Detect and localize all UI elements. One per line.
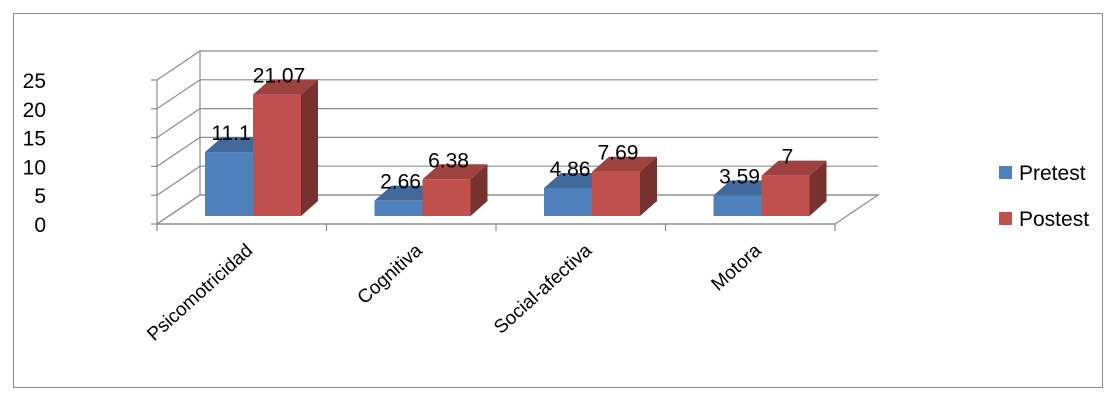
bar-side-face [470, 164, 488, 216]
bar-top-face [761, 160, 827, 176]
bar-side-face [809, 160, 827, 216]
data-labels: 11.1 21.07 2.66 6.38 4.86 7.69 3.59 7 [211, 65, 793, 194]
bar [761, 160, 827, 216]
y-tick-label: 10 [23, 156, 46, 179]
data-label: 4.86 [550, 158, 591, 181]
data-label: 6.38 [428, 149, 469, 172]
x-axis-categories: Psicomotricidad Cognitiva Social-afectiva M… [143, 240, 766, 346]
data-label: 11.1 [211, 122, 250, 145]
x-tick-label: Cognitiva [354, 240, 427, 309]
y-tick-label: 15 [23, 128, 46, 151]
bars [205, 79, 827, 216]
legend-swatch [999, 212, 1012, 225]
bar-front-face [205, 152, 253, 216]
bar-front-face [713, 195, 762, 216]
bar-front-face [544, 188, 592, 216]
bar [253, 79, 318, 216]
bar-top-face [592, 156, 657, 172]
data-label: 21.07 [253, 65, 306, 88]
bar-side-face [640, 156, 657, 216]
bar-front-face [592, 171, 640, 216]
legend-label: Postest [1019, 208, 1089, 231]
bar-side-face [301, 79, 318, 216]
y-tick-label: 20 [23, 99, 46, 122]
x-tick-label: Social-afectiva [490, 240, 596, 339]
y-tick-label: 5 [34, 185, 46, 208]
legend: Pretest Postest [999, 162, 1089, 231]
y-tick-label: 25 [23, 70, 46, 93]
bar-front-face [761, 175, 810, 216]
bar-front-face [422, 179, 471, 216]
data-label: 2.66 [380, 171, 421, 194]
bar [592, 156, 657, 216]
y-tick-label: 0 [34, 214, 46, 237]
bar-top-face [422, 164, 488, 180]
bar-top-face [253, 79, 318, 95]
legend-swatch [999, 166, 1012, 179]
bar [422, 164, 488, 216]
data-label: 3.59 [719, 165, 760, 188]
data-label: 7 [782, 146, 794, 169]
data-label: 7.69 [598, 142, 639, 165]
x-tick-label: Motora [708, 240, 766, 295]
legend-label: Pretest [1019, 162, 1086, 185]
bar-front-face [253, 94, 301, 216]
y-axis: 0 5 10 15 20 25 [23, 70, 836, 237]
bar-front-face [374, 200, 423, 216]
x-tick-label: Psicomotricidad [143, 240, 257, 345]
